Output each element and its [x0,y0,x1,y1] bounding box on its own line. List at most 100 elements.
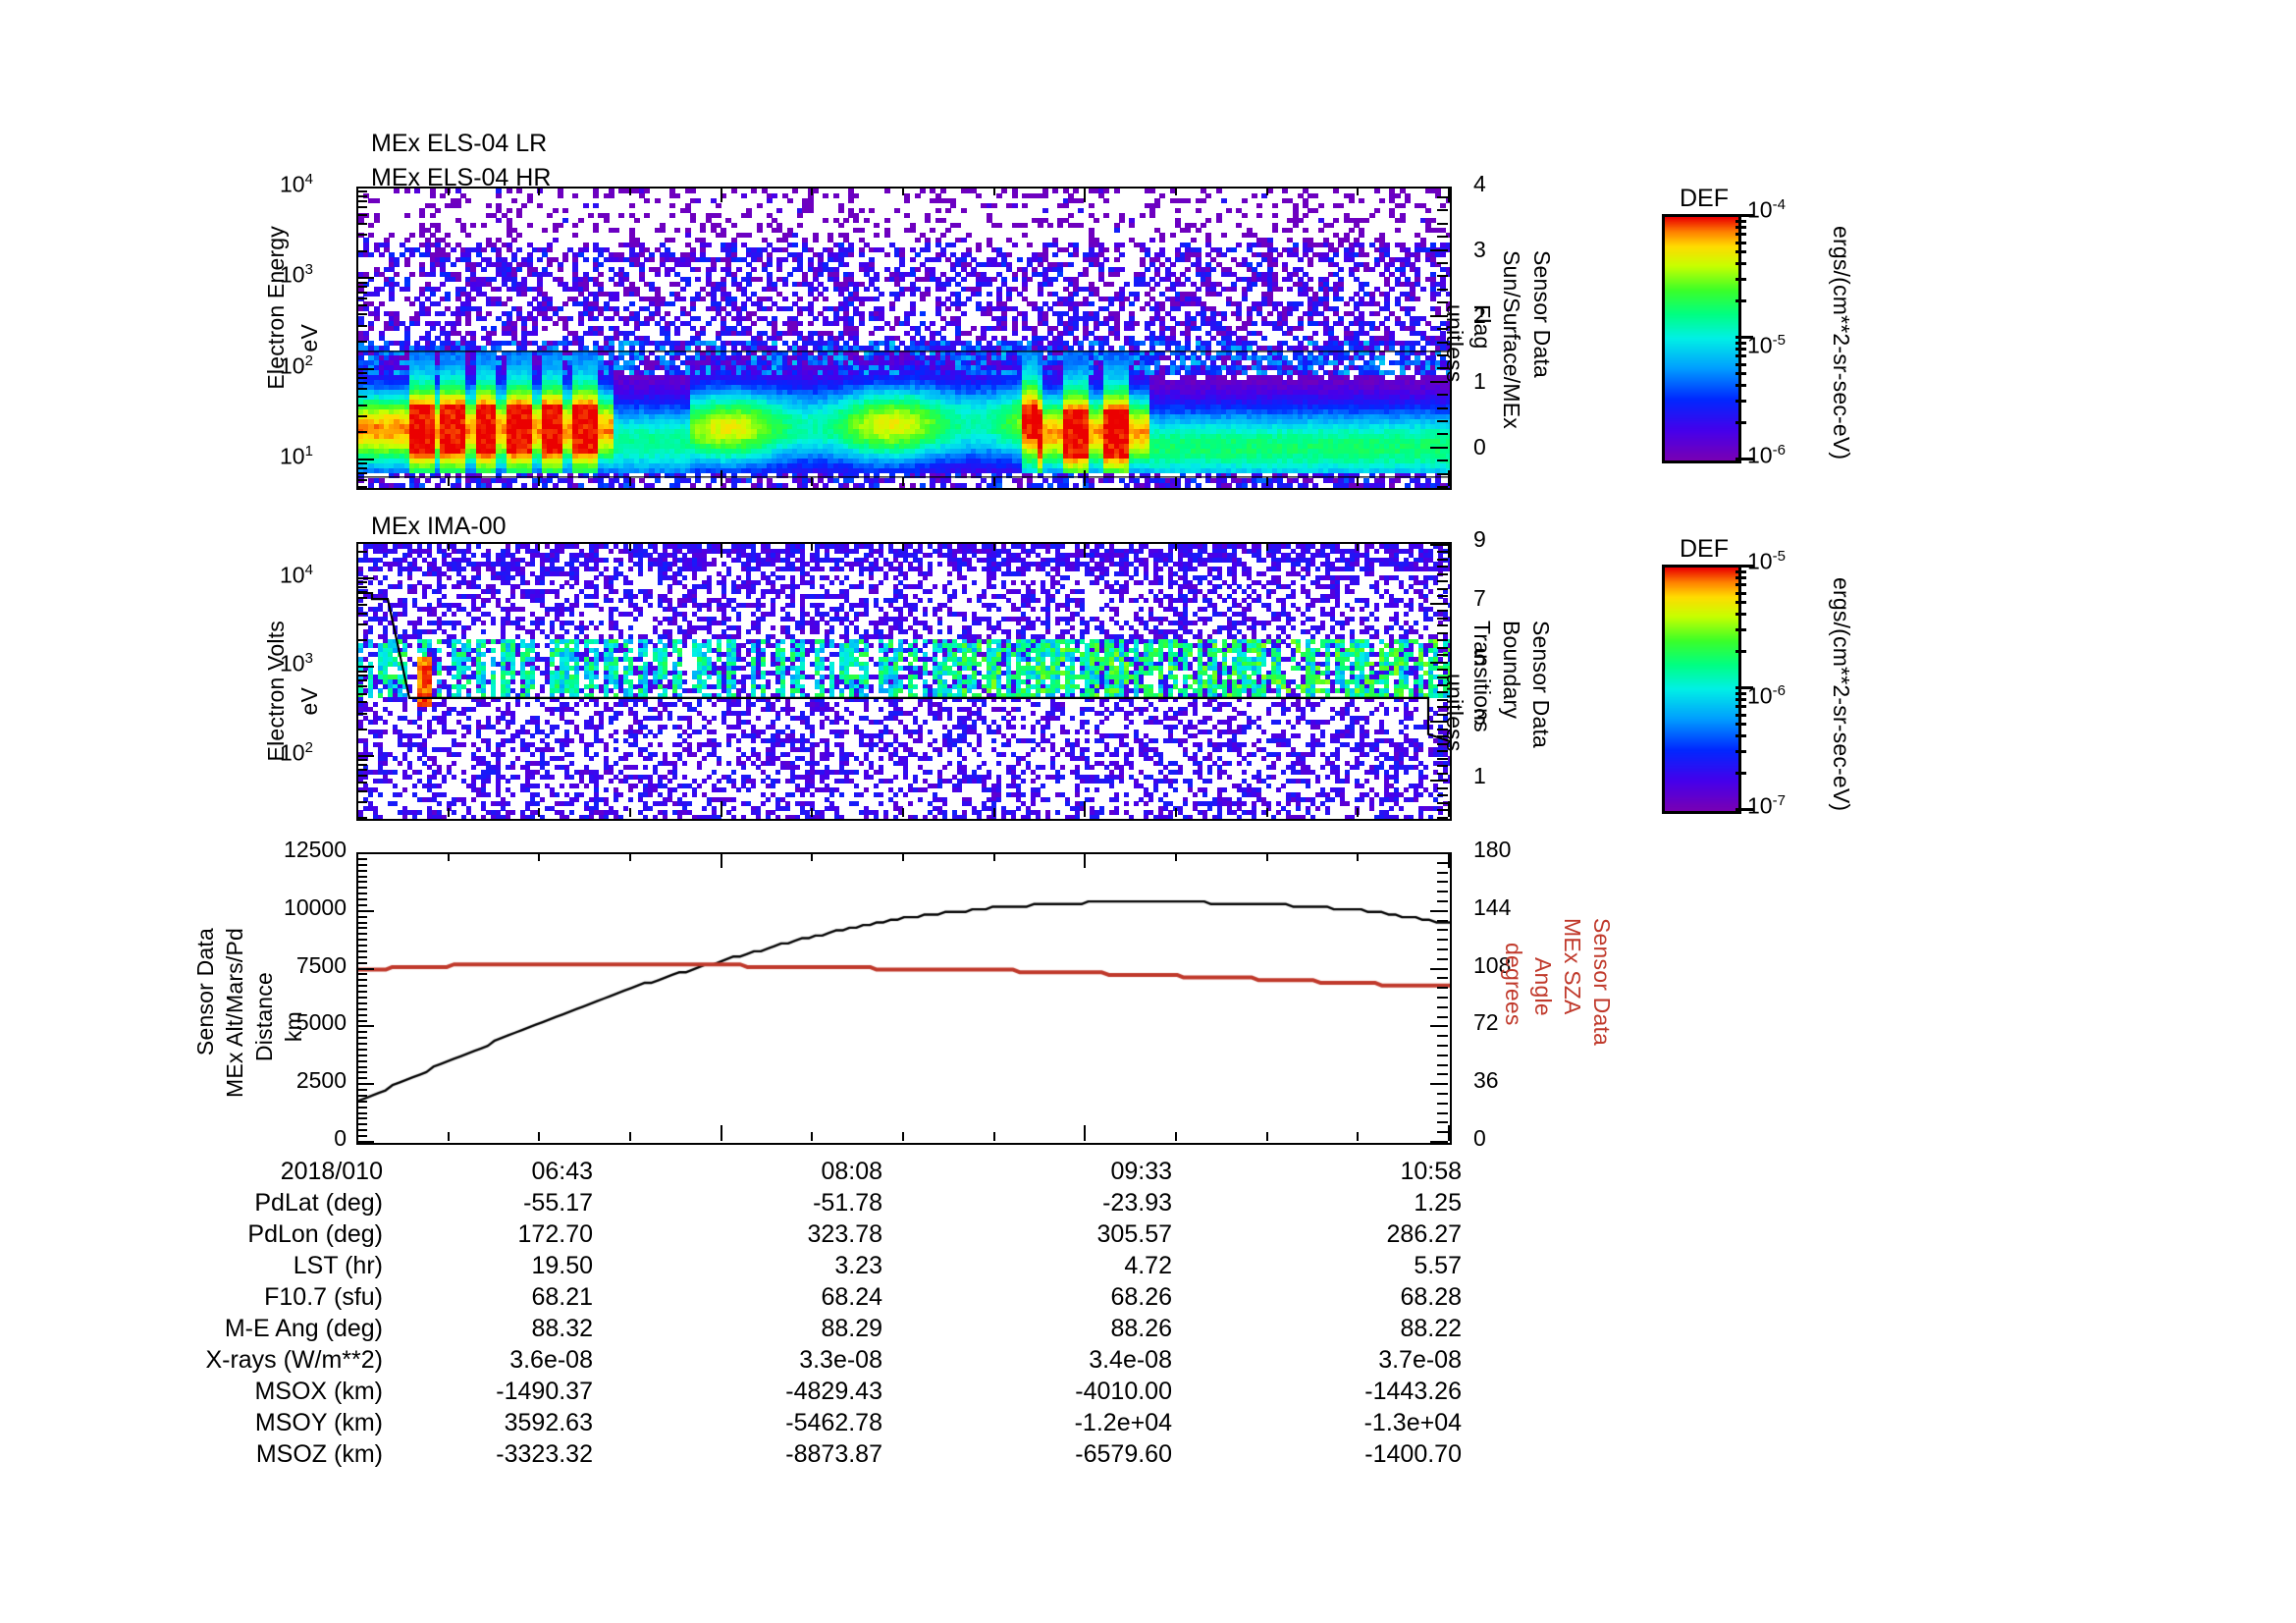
colorbar-2-top-label: 10-5 [1747,548,1786,574]
axis-tick-label: 2500 [295,1067,347,1094]
axis-tick [356,869,367,872]
axis-tick [1735,420,1746,424]
axis-tick [356,1123,367,1126]
axis-tick-label: 12500 [284,837,347,862]
table-row: MSOY (km) 3592.63 -5462.78 -1.2e+04 -1.3e+04 [187,1408,1462,1439]
axis-tick [1430,780,1448,783]
axis-tick [356,852,374,854]
axis-tick [356,675,367,677]
meta-cell: 172.70 [517,1220,593,1248]
axis-tick [1175,187,1177,195]
axis-tick [356,459,374,461]
axis-tick [1437,610,1448,613]
axis-tick [1735,569,1746,573]
meta-row-label: X-rays (W/m**2) [205,1346,383,1374]
axis-tick [356,903,367,906]
meta-cell: 5.57 [1414,1252,1462,1279]
axis-tick [1735,723,1746,727]
axis-tick [629,542,631,551]
panel-ima-right-label-2: Boundary [1499,621,1524,720]
panel-els-right-label: Sensor Data [1529,250,1555,379]
axis-tick [356,1111,367,1114]
axis-tick [356,857,367,860]
colorbar-1[interactable] [1662,214,1741,463]
axis-tick [1265,187,1268,195]
axis-tick [720,801,722,817]
axis-tick [1437,1063,1448,1066]
axis-tick [1430,380,1448,383]
panel-orbit-right-label-1: Sensor Data [1589,918,1615,1047]
axis-tick-label: 5000 [295,1009,347,1036]
axis-tick [356,206,367,209]
colorbar-1-top-label: 10-4 [1747,196,1786,223]
axis-tick [356,887,367,890]
axis-tick [1084,852,1087,868]
axis-tick [356,1025,374,1028]
axis-tick [356,685,367,688]
meta-cell: -1.2e+04 [1074,1409,1172,1436]
els-spectrogram-canvas [358,189,1450,488]
axis-tick [1437,433,1448,436]
axis-tick [356,817,367,819]
axis-tick [356,1083,374,1086]
axis-tick [1735,601,1746,605]
axis-tick [1735,771,1746,775]
axis-tick [356,462,367,465]
table-row: LST (hr) 19.50 3.23 4.72 5.57 [187,1251,1462,1282]
axis-tick [992,187,995,195]
axis-tick [356,187,358,202]
meta-table: 2018/010 06:43 08:08 09:33 10:58 PdLat (deg) -… [187,1157,1462,1471]
panel-els-right-label-4: unitless [1442,304,1468,383]
axis-tick [1357,808,1360,817]
meta-row-label: F10.7 (sfu) [264,1283,383,1311]
meta-cell: -8873.87 [785,1440,882,1468]
axis-tick [356,478,367,481]
axis-tick [356,277,374,280]
axis-tick [356,754,374,757]
axis-tick-label: 103 [280,261,313,289]
axis-tick [356,367,374,370]
table-row: X-rays (W/m**2) 3.6e-08 3.3e-08 3.4e-08 3.7e… [187,1345,1462,1377]
axis-tick [1437,735,1448,738]
axis-tick [629,852,631,861]
axis-tick [356,789,367,792]
colorbar-2[interactable] [1662,565,1741,814]
axis-tick [356,297,367,299]
axis-tick-label: 1 [1473,368,1486,395]
axis-tick [1735,362,1746,366]
axis-tick [1437,817,1448,819]
colorbar-1-unit: ergs/(cm**2-sr-sec-eV) [1829,226,1854,460]
axis-tick-label: 104 [280,171,313,197]
axis-tick [1437,1121,1448,1124]
axis-tick [629,1132,631,1141]
axis-tick [1084,1125,1087,1141]
axis-tick [1437,1054,1448,1056]
axis-tick-label: 7 [1473,585,1486,612]
axis-tick [356,712,367,715]
meta-row-label: PdLon (deg) [247,1220,383,1248]
panel-ima-plot[interactable] [356,542,1452,821]
axis-tick [1357,1132,1360,1141]
axis-tick [1357,852,1360,861]
axis-tick [1437,631,1448,634]
panel-ima-right-label: Sensor Data [1528,621,1554,749]
table-row: M-E Ang (deg) 88.32 88.29 88.26 88.22 [187,1314,1462,1345]
orbit-curves-canvas [358,854,1450,1143]
axis-tick [1735,565,1753,568]
axis-tick [356,1135,367,1138]
axis-tick [902,542,904,551]
meta-cell: -4829.43 [785,1378,882,1405]
axis-tick [1437,669,1448,672]
axis-tick [1437,809,1448,812]
meta-cell: 68.24 [821,1283,882,1311]
panel-orbit-plot[interactable] [356,852,1452,1145]
axis-tick [356,782,367,784]
axis-tick [1735,713,1746,717]
panel-els-plot[interactable] [356,187,1452,490]
axis-tick [1448,852,1450,868]
axis-tick [1735,591,1746,595]
axis-tick [356,728,367,730]
axis-tick [1735,399,1746,403]
panel-orbit-right-label-2: MEx SZA [1560,918,1585,1015]
axis-tick [1437,997,1448,999]
